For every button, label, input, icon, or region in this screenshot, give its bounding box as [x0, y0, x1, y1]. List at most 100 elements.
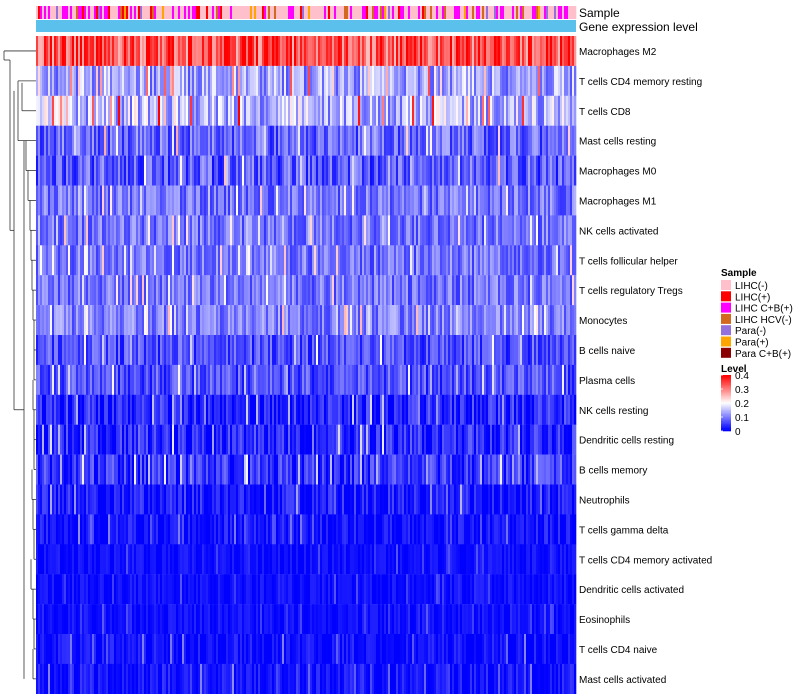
heatmap-cell [340, 305, 343, 336]
heatmap-cell [70, 394, 73, 425]
sample-track-cell [286, 6, 289, 19]
heatmap-cell [228, 36, 231, 67]
heatmap-cell [232, 364, 235, 395]
heatmap-cell [516, 335, 519, 366]
heatmap-cell [42, 275, 45, 306]
heatmap-cell [512, 454, 515, 485]
heatmap-cell [148, 155, 151, 186]
heatmap-cell [38, 305, 41, 336]
heatmap-cell [318, 65, 321, 96]
heatmap-cell [410, 335, 413, 366]
sample-track-cell [48, 6, 51, 19]
heatmap-cell [262, 305, 265, 336]
heatmap-cell [560, 424, 563, 455]
heatmap-cell [192, 95, 195, 126]
heatmap-cell [508, 364, 511, 395]
heatmap-cell [564, 514, 567, 545]
heatmap-cell [112, 125, 115, 156]
heatmap-cell [82, 185, 85, 216]
heatmap-cell [460, 275, 463, 306]
heatmap-cell [350, 424, 353, 455]
heatmap-cell [100, 514, 103, 545]
heatmap-cell [118, 484, 121, 515]
heatmap-cell [68, 185, 71, 216]
heatmap-cell [432, 454, 435, 485]
heatmap-cell [546, 275, 549, 306]
sample-track-cell [350, 6, 353, 19]
heatmap-cell [472, 275, 475, 306]
heatmap-cell [220, 125, 223, 156]
heatmap-cell [188, 454, 191, 485]
heatmap-cell [544, 215, 547, 246]
heatmap-cell [286, 95, 289, 126]
heatmap-cell [244, 275, 247, 306]
heatmap-cell [104, 185, 107, 216]
heatmap-cell [160, 514, 163, 545]
heatmap-cell [476, 65, 479, 96]
heatmap-cell [114, 544, 117, 575]
heatmap-cell [220, 335, 223, 366]
heatmap-cell [248, 215, 251, 246]
heatmap-cell [196, 335, 199, 366]
heatmap-cell [410, 484, 413, 515]
heatmap-cell [182, 394, 185, 425]
heatmap-cell [236, 454, 239, 485]
heatmap-cell [262, 394, 265, 425]
heatmap-cell [226, 484, 229, 515]
heatmap-cell [60, 424, 63, 455]
heatmap-cell [410, 125, 413, 156]
heatmap-cell [226, 275, 229, 306]
heatmap-cell [212, 65, 215, 96]
heatmap-cell [50, 305, 53, 336]
heatmap-cell [424, 155, 427, 186]
heatmap-cell [312, 454, 315, 485]
heatmap-cell [268, 394, 271, 425]
heatmap-cell [94, 155, 97, 186]
heatmap-cell [170, 335, 173, 366]
heatmap-cell [468, 245, 471, 276]
heatmap-cell [486, 125, 489, 156]
heatmap-cell [70, 364, 73, 395]
heatmap-cell [506, 275, 509, 306]
heatmap-cell [506, 95, 509, 126]
heatmap-cell [168, 65, 171, 96]
heatmap-cell [448, 95, 451, 126]
heatmap-cell [518, 185, 521, 216]
heatmap-cell [42, 484, 45, 515]
heatmap-cell [538, 245, 541, 276]
heatmap-cell [68, 514, 71, 545]
heatmap-cell [436, 514, 439, 545]
heatmap-cell [482, 36, 485, 67]
heatmap-cell [430, 364, 433, 395]
heatmap-cell [250, 155, 253, 186]
heatmap-cell [172, 215, 175, 246]
heatmap-cell [314, 335, 317, 366]
heatmap-cell [202, 245, 205, 276]
heatmap-cell [560, 335, 563, 366]
heatmap-cell [382, 155, 385, 186]
heatmap-cell [330, 394, 333, 425]
sample-track-cell [150, 6, 153, 19]
heatmap-cell [556, 245, 559, 276]
heatmap-cell [556, 95, 559, 126]
heatmap-cell [44, 155, 47, 186]
heatmap-cell [564, 454, 567, 485]
heatmap-cell [104, 245, 107, 276]
heatmap-cell [344, 424, 347, 455]
heatmap-cell [364, 36, 367, 67]
heatmap-cell [116, 394, 119, 425]
sample-track-cell [414, 6, 417, 19]
heatmap-cell [544, 155, 547, 186]
heatmap-cell [560, 394, 563, 425]
heatmap-cell [514, 215, 517, 246]
heatmap-cell [304, 245, 307, 276]
heatmap-cell [274, 364, 277, 395]
heatmap-cell [60, 36, 63, 67]
heatmap-cell [264, 185, 267, 216]
heatmap-cell [204, 335, 207, 366]
heatmap-cell [64, 454, 67, 485]
heatmap-cell [366, 245, 369, 276]
heatmap-cell [326, 305, 329, 336]
heatmap-cell [66, 394, 69, 425]
heatmap-cell [110, 36, 113, 67]
